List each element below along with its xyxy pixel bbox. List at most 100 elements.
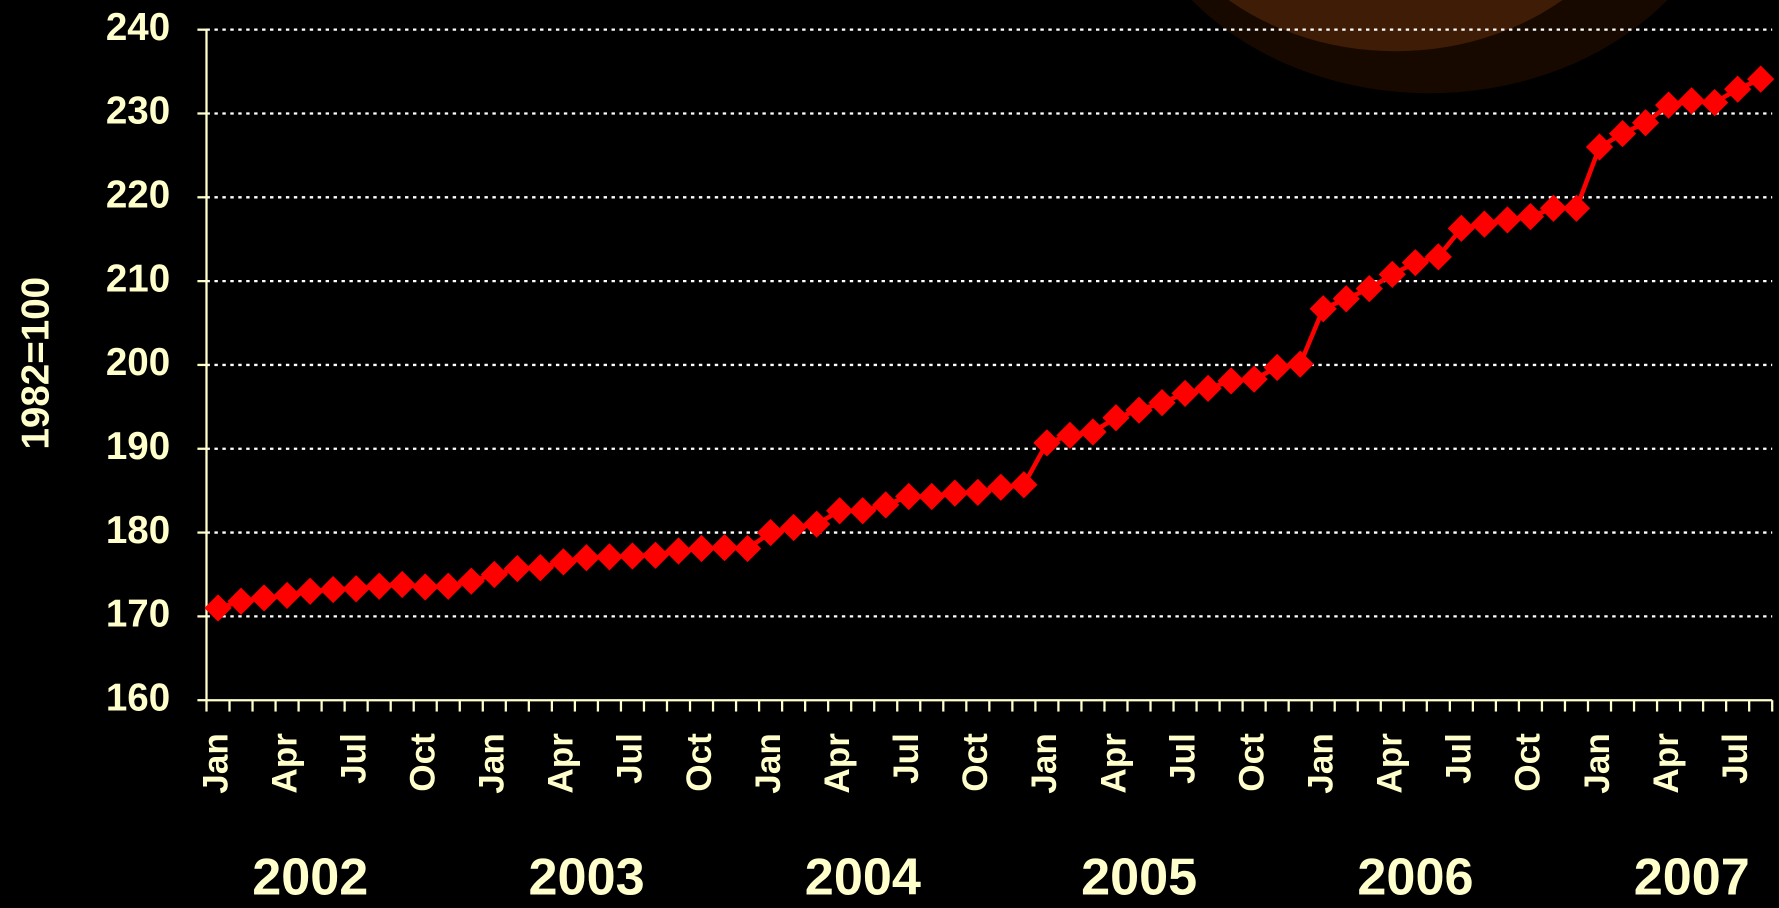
year-label: 2002	[252, 848, 368, 906]
data-point	[1494, 206, 1521, 233]
data-point	[250, 584, 277, 611]
year-label: 2005	[1081, 848, 1197, 906]
x-tick-label: Oct	[404, 733, 443, 792]
x-tick-label: Oct	[1232, 733, 1271, 792]
series-line	[218, 79, 1761, 608]
data-point	[296, 578, 323, 605]
decoration	[1089, 0, 1736, 102]
y-tick-label: 190	[106, 425, 170, 468]
y-tick-label: 210	[106, 257, 170, 300]
y-tick-label: 170	[106, 593, 170, 636]
x-tick-label: Jan	[1025, 733, 1064, 794]
data-point	[711, 534, 738, 561]
data-point	[481, 561, 508, 588]
data-point	[1586, 133, 1613, 160]
data-point	[872, 491, 899, 518]
data-point	[1241, 366, 1268, 393]
data-point	[642, 542, 669, 569]
x-tick-label: Apr	[542, 733, 581, 794]
x-tick-label: Jul	[1716, 733, 1755, 784]
y-tick-label: 220	[106, 173, 170, 216]
data-point	[780, 514, 807, 541]
data-point	[504, 555, 531, 582]
data-point	[573, 544, 600, 571]
data-point	[1724, 76, 1751, 103]
page: {"chart_data": { "type": "line", "y_labe…	[0, 0, 1779, 908]
data-point	[941, 480, 968, 507]
data-point	[1079, 418, 1106, 445]
x-tick-label: Oct	[956, 733, 995, 792]
x-tick-label: Jul	[1163, 733, 1202, 784]
x-tick-label: Jul	[887, 733, 926, 784]
data-point	[1747, 66, 1774, 93]
data-point	[1356, 275, 1383, 302]
data-point	[527, 554, 554, 581]
data-point	[1402, 249, 1429, 276]
data-point	[1563, 195, 1590, 222]
data-point	[918, 483, 945, 510]
data-point	[1701, 89, 1728, 116]
data-point	[412, 573, 439, 600]
y-tick-label: 160	[106, 676, 170, 719]
x-tick-label: Apr	[1371, 733, 1410, 794]
data-point	[550, 548, 577, 575]
y-axis-title: 1982=100	[15, 277, 58, 450]
data-point	[389, 571, 416, 598]
data-point	[757, 519, 784, 546]
data-point	[1287, 350, 1314, 377]
x-tick-label: Apr	[1094, 733, 1133, 794]
data-point	[1310, 295, 1337, 322]
x-tick-label: Jan	[1302, 733, 1341, 794]
y-tick-label: 180	[106, 509, 170, 552]
data-point	[343, 575, 370, 602]
data-point	[366, 573, 393, 600]
data-point	[803, 511, 830, 538]
year-label: 2007	[1634, 848, 1750, 906]
y-tick-label: 240	[106, 6, 170, 49]
x-tick-label: Jan	[473, 733, 512, 794]
x-tick-label: Oct	[1509, 733, 1548, 792]
x-tick-label: Jul	[611, 733, 650, 784]
data-point	[1333, 285, 1360, 312]
data-point	[849, 497, 876, 524]
data-point	[964, 479, 991, 506]
data-point	[435, 573, 462, 600]
data-point	[1148, 389, 1175, 416]
year-label: 2003	[529, 848, 645, 906]
x-tick-label: Apr	[265, 733, 304, 794]
y-tick-label: 230	[106, 90, 170, 133]
year-label: 2006	[1357, 848, 1473, 906]
x-tick-label: Apr	[1647, 733, 1686, 794]
data-point	[273, 582, 300, 609]
data-point	[1010, 471, 1037, 498]
x-tick-label: Jan	[1578, 733, 1617, 794]
x-tick-label: Jul	[1440, 733, 1479, 784]
data-point	[204, 594, 231, 621]
data-point	[1102, 404, 1129, 431]
chart: 1982=100 160170180190200210220230240JanA…	[0, 0, 1779, 908]
data-point	[1125, 397, 1152, 424]
data-point	[1194, 375, 1221, 402]
x-tick-label: Jul	[334, 733, 373, 784]
data-point	[619, 542, 646, 569]
data-point	[596, 543, 623, 570]
data-point	[1264, 354, 1291, 381]
data-point	[1217, 367, 1244, 394]
data-point	[1171, 380, 1198, 407]
data-point	[1609, 120, 1636, 147]
data-point	[320, 576, 347, 603]
data-point	[734, 535, 761, 562]
data-point	[665, 537, 692, 564]
data-point	[1517, 203, 1544, 230]
data-point	[1471, 211, 1498, 238]
data-point	[458, 568, 485, 595]
data-point	[1379, 261, 1406, 288]
x-tick-label: Apr	[818, 733, 857, 794]
data-point	[1056, 422, 1083, 449]
x-tick-label: Oct	[680, 733, 719, 792]
year-label: 2004	[805, 848, 921, 906]
data-point	[227, 588, 254, 615]
data-point	[1678, 87, 1705, 114]
data-point	[1033, 429, 1060, 456]
data-point	[987, 474, 1014, 501]
